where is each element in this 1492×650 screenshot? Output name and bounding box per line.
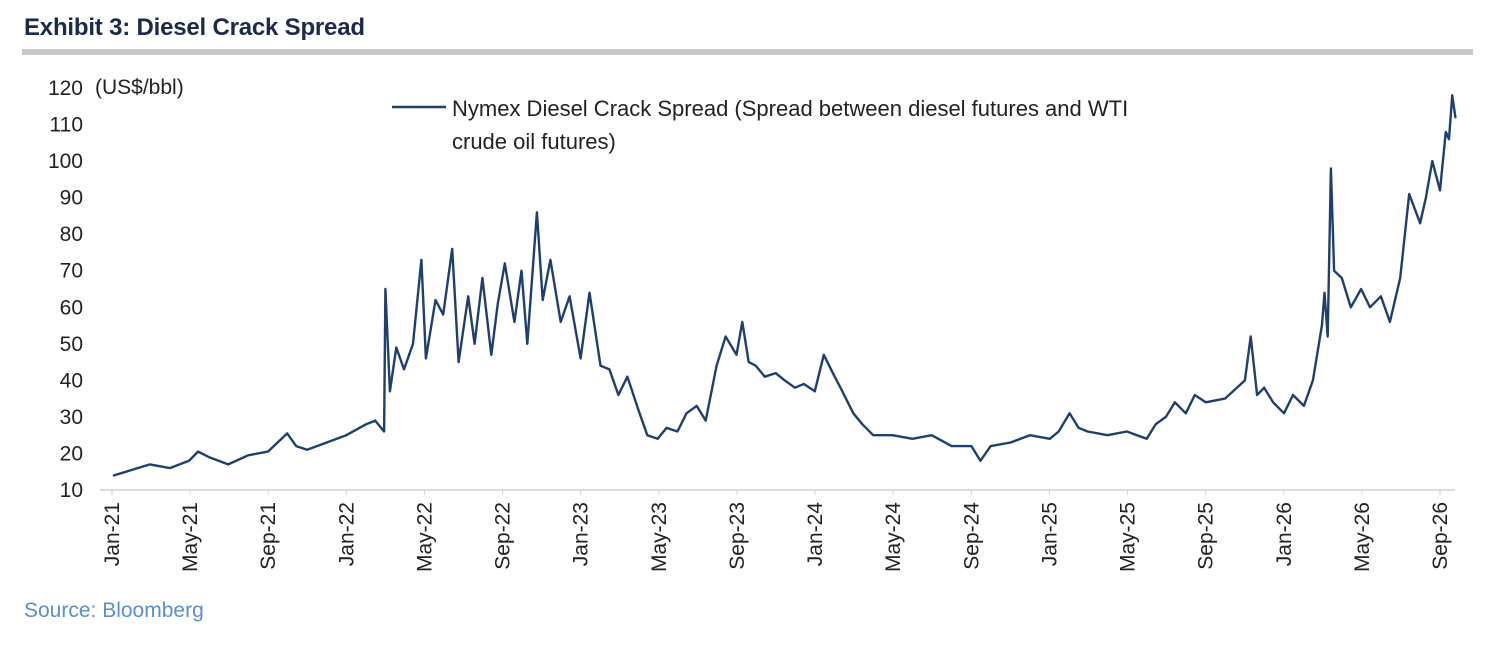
- x-tick-label: Sep-26: [1429, 502, 1452, 570]
- x-tick-label: Jan-25: [1038, 502, 1061, 566]
- y-tick-label: 10: [60, 479, 83, 502]
- series-line: [112, 94, 1457, 477]
- legend: Nymex Diesel Crack Spread (Spread betwee…: [392, 96, 1128, 154]
- x-tick-label: Sep-25: [1195, 502, 1218, 570]
- y-tick-label: 20: [60, 442, 83, 465]
- y-tick-label: 100: [48, 150, 83, 173]
- title-divider: [22, 49, 1473, 55]
- legend-label-line-2: crude oil futures): [452, 129, 616, 154]
- x-axis-ticks: Jan-21 May-21 Sep-21 Jan-22 May-22 Sep-22 Jan-…: [101, 490, 1452, 572]
- y-tick-label: 120: [48, 77, 83, 100]
- y-tick-label: 70: [60, 260, 83, 283]
- legend-label-line-1: Nymex Diesel Crack Spread (Spread betwee…: [452, 96, 1128, 121]
- x-tick-label: May-21: [179, 502, 202, 572]
- y-tick-label: 80: [60, 223, 83, 246]
- x-tick-label: Sep-21: [257, 502, 280, 570]
- x-tick-label: Jan-21: [101, 502, 124, 566]
- y-axis-unit-label: (US$/bbl): [95, 76, 184, 99]
- x-tick-label: May-25: [1117, 502, 1140, 572]
- x-tick-label: Jan-24: [804, 502, 827, 567]
- y-tick-label: 30: [60, 406, 83, 429]
- x-tick-label: May-22: [413, 502, 436, 572]
- x-tick-label: May-24: [882, 502, 905, 572]
- x-tick-label: May-26: [1351, 502, 1374, 572]
- x-tick-label: Jan-26: [1273, 502, 1296, 566]
- x-tick-label: Sep-22: [492, 502, 515, 570]
- y-tick-label: 60: [60, 296, 83, 319]
- y-axis-ticks: 10 20 30 40 50 60 70 80 90 100 110 120: [48, 77, 83, 502]
- y-tick-label: 110: [50, 114, 83, 137]
- x-tick-label: Jan-22: [335, 502, 358, 566]
- x-tick-label: Sep-23: [726, 502, 749, 570]
- y-tick-label: 90: [60, 187, 83, 210]
- x-tick-label: Jan-23: [570, 502, 593, 566]
- source-note: Source: Bloomberg: [24, 599, 204, 622]
- y-tick-label: 40: [60, 369, 83, 392]
- x-tick-label: Sep-24: [960, 502, 983, 570]
- y-tick-label: 50: [60, 333, 83, 356]
- x-tick-label: May-23: [648, 502, 671, 572]
- chart-title: Exhibit 3: Diesel Crack Spread: [24, 14, 365, 41]
